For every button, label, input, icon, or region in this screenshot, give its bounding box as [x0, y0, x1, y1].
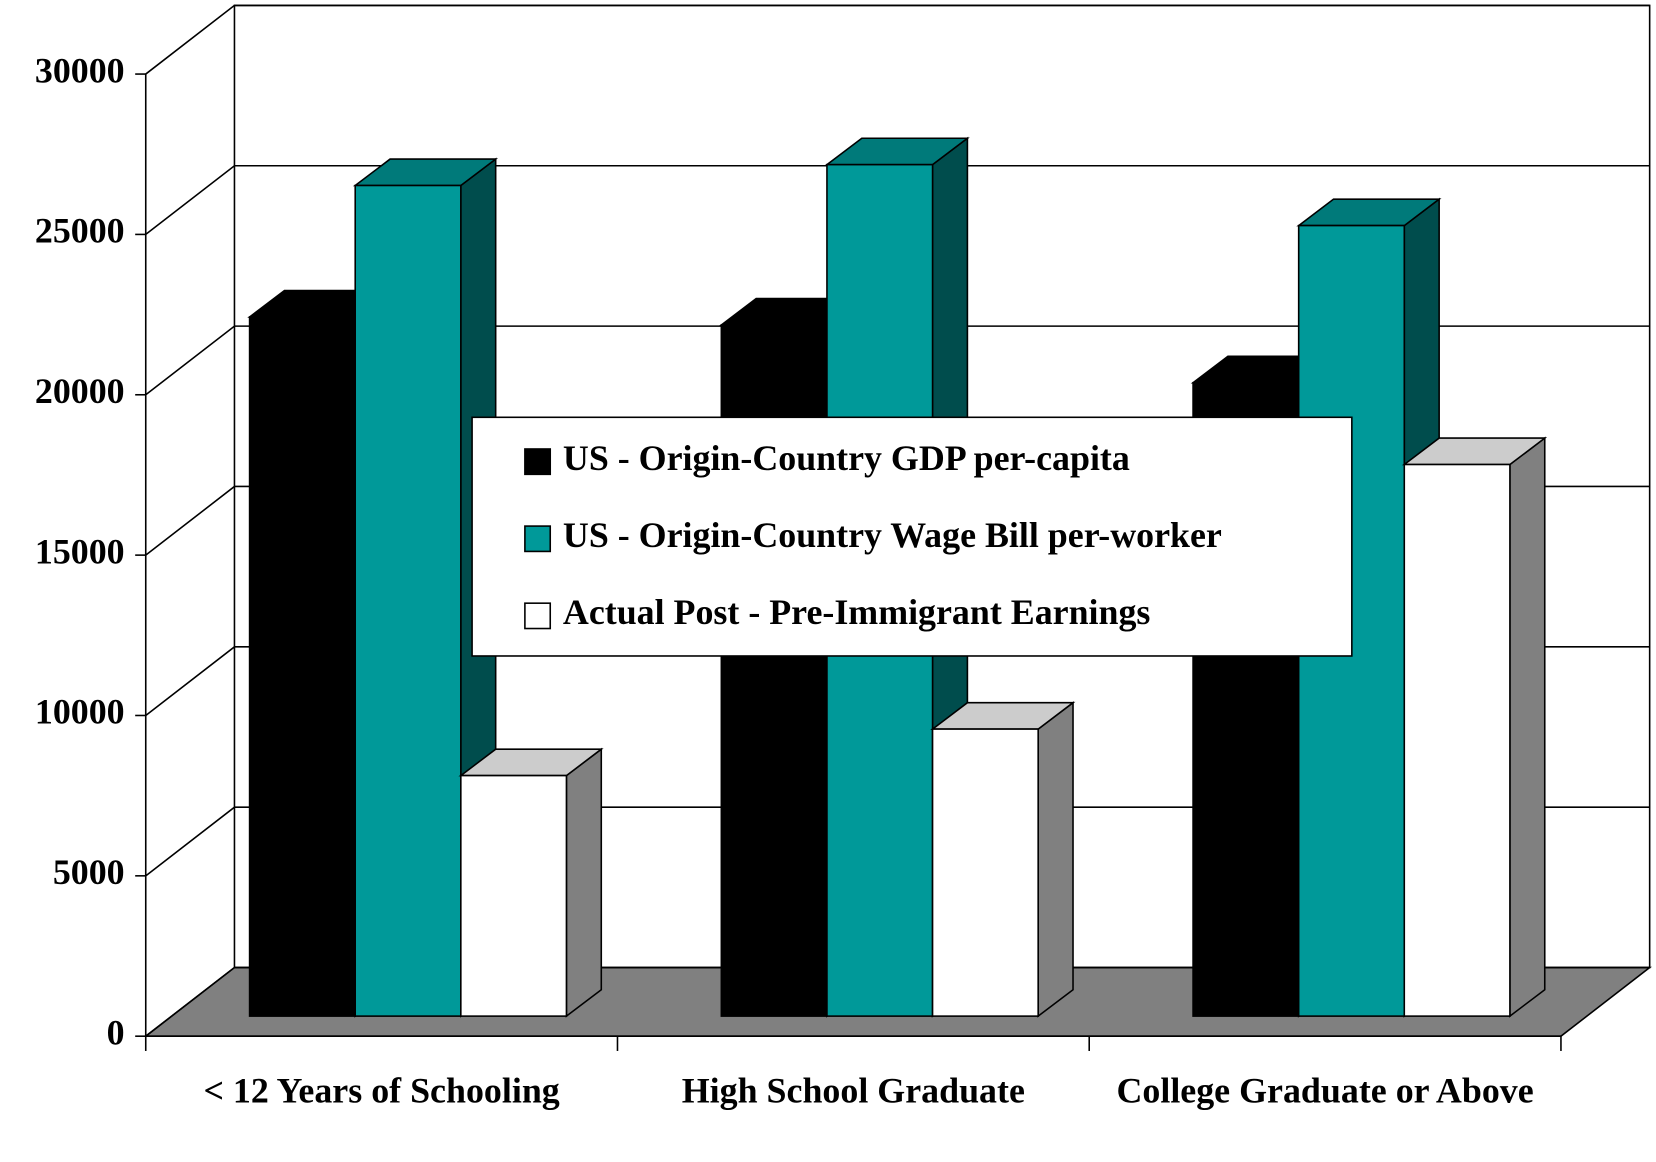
- legend-box: [471, 416, 1353, 657]
- bar: [930, 701, 1076, 1018]
- bar-front: [460, 774, 568, 1017]
- grid-line: [145, 164, 1650, 236]
- bar-front: [248, 316, 357, 1017]
- y-tick-label: 20000: [35, 371, 125, 411]
- grid-line: [145, 325, 1650, 396]
- legend-label: US - Origin-Country GDP per-capita: [563, 438, 1130, 478]
- legend: US - Origin-Country GDP per-capita US - O…: [471, 416, 1353, 657]
- bar-front: [354, 184, 462, 1017]
- legend-label: Actual Post - Pre-Immigrant Earnings: [563, 592, 1151, 632]
- legend-swatch: [524, 448, 552, 476]
- legend-swatch: [524, 602, 552, 630]
- legend-label: US - Origin-Country Wage Bill per-worker: [563, 515, 1222, 555]
- bar-front: [1403, 463, 1511, 1017]
- bar: [1401, 436, 1548, 1018]
- y-tick-label: 10000: [35, 692, 125, 732]
- x-label-box: College Graduate or Above: [1116, 1072, 1534, 1112]
- grid-line: [145, 966, 1650, 1037]
- bar: [458, 747, 604, 1018]
- grid-line: [145, 4, 1650, 75]
- y-tick-label: 5000: [53, 852, 125, 892]
- x-label-box: High School Graduate: [681, 1072, 1025, 1112]
- x-tick-label: High School Graduate: [681, 1072, 1025, 1112]
- bar-side: [1509, 436, 1546, 1018]
- x-tick-label: < 12 Years of Schooling: [203, 1072, 560, 1112]
- legend-swatch: [524, 525, 552, 553]
- x-tick-label: College Graduate or Above: [1116, 1072, 1534, 1112]
- grid-line: [145, 806, 1650, 877]
- x-label-box: < 12 Years of Schooling: [203, 1072, 560, 1112]
- bar-side: [565, 747, 603, 1018]
- y-tick-label: 0: [107, 1012, 125, 1052]
- y-tick-label: 30000: [35, 50, 125, 90]
- bar-front: [931, 728, 1039, 1017]
- bar-side: [1037, 701, 1074, 1018]
- y-tick-label: 25000: [35, 211, 125, 251]
- y-tick-label: 15000: [35, 531, 125, 571]
